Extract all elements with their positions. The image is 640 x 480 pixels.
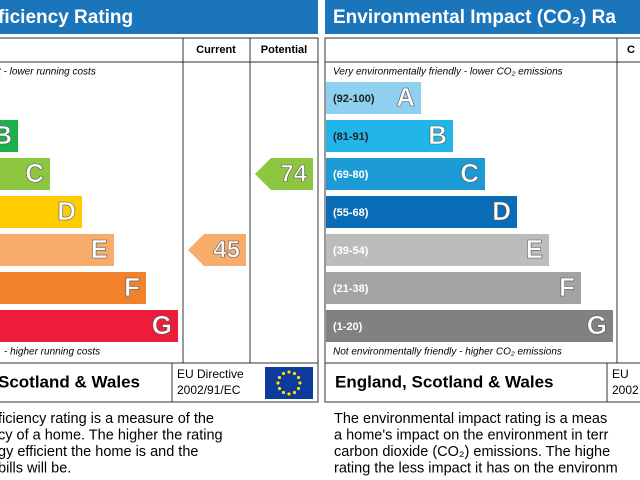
rating-band [0,120,18,152]
band-letter: G [152,310,172,340]
description-line: The environmental impact rating is a mea… [334,411,607,427]
rating-value: 74 [280,160,307,187]
footer-region: England, Scotland & Wales [335,372,554,391]
footer-directive: 2002/91/EC [177,383,241,397]
rating-arrow [188,234,246,266]
description-line: gy efficient the home is and the [0,444,198,460]
footer-region: Scotland & Wales [0,372,140,391]
band-note: Not environmentally friendly - higher CO… [333,347,562,358]
rating-band [326,82,421,114]
band-letter: B [0,120,12,150]
band-letter: B [428,120,447,150]
rating-band [326,120,453,152]
rating-band [0,234,114,266]
eu-star [276,381,280,385]
band-letter: E [91,234,108,264]
header-bar [325,0,640,34]
rating-band [326,234,549,266]
rating-band [326,272,581,304]
band-letter: C [460,158,479,188]
eu-star [281,390,286,395]
description-line: rating the less impact it has on the env… [334,460,618,476]
panel-title: Environmental Impact (CO₂) Ra [333,7,616,28]
band-letter: G [587,310,607,340]
footer-directive: 2002 [612,383,639,397]
band-letter: C [25,158,44,188]
band-note: t - lower running costs [0,67,96,78]
eu-star [277,375,282,380]
rating-arrow [255,158,313,190]
rating-band [0,272,146,304]
description-line: carbon dioxide (CO₂) emissions. The high… [334,444,610,460]
rating-value: 45 [213,236,240,263]
eu-star [277,386,282,391]
band-letter: A [396,82,415,112]
column-header: C [627,44,635,56]
band-range: (39-54) [333,245,369,257]
band-letter: D [57,196,76,226]
band-letter: F [124,272,140,302]
description-line: cy of a home. The higher the rating [0,427,223,443]
eu-star [298,381,302,385]
rating-band [0,310,178,342]
rating-band [326,158,485,190]
column-header: Potential [261,44,307,56]
eu-star [287,370,291,374]
table-frame [324,37,640,403]
eu-star [287,392,291,396]
eu-star [281,371,286,376]
footer-directive: EU [612,367,629,381]
description-line: ficiency rating is a measure of the [0,411,214,427]
band-range: (92-100) [333,93,375,105]
rating-band [0,196,82,228]
band-note: Very environmentally friendly - lower CO… [333,67,563,78]
rating-band [0,158,50,190]
column-header: Current [196,44,236,56]
panel-title: ficiency Rating [0,7,133,28]
eu-star [296,386,301,391]
description-line: bills will be. [0,460,71,476]
band-range: (1-20) [333,321,363,333]
band-range: (55-68) [333,207,369,219]
band-note: - higher running costs [4,347,100,358]
footer-directive: EU Directive [177,367,244,381]
description-line: a home's impact on the environment in te… [334,427,609,443]
eu-stars [276,370,302,396]
band-letter: F [559,272,575,302]
table-frame [0,37,319,403]
band-range: (21-38) [333,283,369,295]
rating-band [326,196,517,228]
header-bar [0,0,318,34]
eu-star [292,371,297,376]
band-range: (81-91) [333,131,369,143]
eu-star [296,375,301,380]
eu-star [292,390,297,395]
band-letter: D [492,196,511,226]
band-range: (69-80) [333,169,369,181]
band-letter: E [526,234,543,264]
rating-band [326,310,613,342]
